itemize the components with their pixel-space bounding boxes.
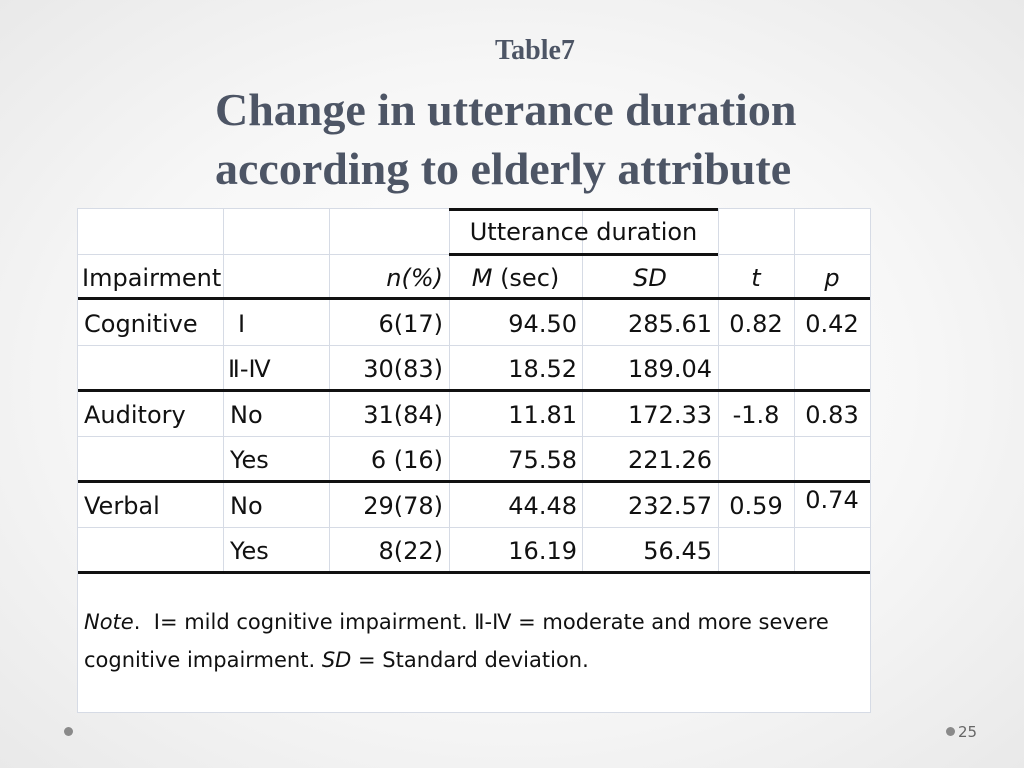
n-cell: 8(22) (378, 537, 443, 565)
sd-cell: 172.33 (628, 401, 712, 429)
level-cell: Ⅰ (238, 310, 246, 338)
section-rule (78, 389, 870, 392)
row-divider (78, 436, 870, 437)
note-label: Note (84, 610, 134, 634)
t-cell: 0.59 (729, 492, 783, 520)
results-table: Utterance duration Impairment n(%) M (se… (77, 208, 871, 713)
p-cell: 0.42 (805, 310, 859, 338)
level-cell: Ⅱ-Ⅳ (228, 355, 271, 383)
footer-dot-right (946, 727, 955, 736)
note-text-2: = Standard deviation. (351, 648, 589, 672)
group-cell (84, 437, 222, 483)
note-separator: . (133, 610, 154, 634)
row-divider (78, 254, 449, 255)
n-cell: 30(83) (363, 355, 443, 383)
table-note: Note. Ⅰ= mild cognitive impairment. Ⅱ-Ⅳ … (84, 603, 854, 679)
sd-header: SD (633, 264, 667, 292)
level-cell: Yes (230, 446, 269, 474)
impairment-header: Impairment (82, 264, 222, 292)
n-cell: 6(17) (378, 310, 443, 338)
mean-header: M (sec) (449, 255, 582, 301)
group-rule-bottom (449, 253, 718, 256)
n-cell: 6 (16) (370, 446, 443, 474)
group-cell (84, 346, 222, 392)
n-cell: 29(78) (363, 492, 443, 520)
p-cell (794, 346, 870, 392)
header-rule (78, 297, 870, 300)
group-rule-top (449, 208, 718, 211)
group-cell (84, 528, 222, 574)
title-line-2: according to elderly attribute (215, 143, 792, 194)
page-number: 25 (958, 723, 978, 741)
sd-cell: 221.26 (628, 446, 712, 474)
level-cell: No (230, 492, 263, 520)
bottom-rule (78, 571, 870, 574)
footer-dot-left (64, 727, 73, 736)
group-cell: Cognitive (84, 310, 198, 338)
mean-cell: 11.81 (508, 401, 577, 429)
mean-symbol: M (471, 264, 493, 292)
sd-cell: 189.04 (628, 355, 712, 383)
sd-cell: 285.61 (628, 310, 712, 338)
t-cell (718, 437, 794, 483)
mean-cell: 44.48 (508, 492, 577, 520)
title-line-1: Change in utterance duration (215, 84, 797, 135)
section-rule (78, 480, 870, 483)
p-cell: 0.74 (805, 486, 859, 514)
group-cell: Verbal (84, 492, 160, 520)
row-divider (78, 345, 870, 346)
mean-unit: (sec) (492, 264, 560, 292)
level-cell: Yes (230, 537, 269, 565)
sd-cell: 232.57 (628, 492, 712, 520)
slide-title: Change in utterance duration according t… (215, 80, 915, 198)
t-cell (718, 346, 794, 392)
n-percent-header: n(%) (386, 264, 443, 292)
p-header: p (824, 264, 840, 292)
mean-cell: 94.50 (508, 310, 577, 338)
row-divider (718, 254, 870, 255)
sd-cell: 56.45 (643, 537, 712, 565)
t-cell: -1.8 (732, 401, 780, 429)
t-cell: 0.82 (729, 310, 783, 338)
level-cell: No (230, 401, 263, 429)
note-text-1: Ⅰ= mild cognitive impairment. Ⅱ-Ⅳ = mode… (84, 610, 829, 672)
note-sd: SD (321, 648, 352, 672)
slide-label: Table7 (495, 35, 575, 66)
p-cell: 0.83 (805, 401, 859, 429)
p-cell (794, 528, 870, 574)
mean-cell: 75.58 (508, 446, 577, 474)
n-cell: 31(84) (363, 401, 443, 429)
mean-cell: 18.52 (508, 355, 577, 383)
row-divider (78, 527, 870, 528)
group-cell: Auditory (84, 401, 186, 429)
t-header: t (751, 264, 761, 292)
mean-cell: 16.19 (508, 537, 577, 565)
utterance-duration-header: Utterance duration (469, 218, 698, 246)
t-cell (718, 528, 794, 574)
